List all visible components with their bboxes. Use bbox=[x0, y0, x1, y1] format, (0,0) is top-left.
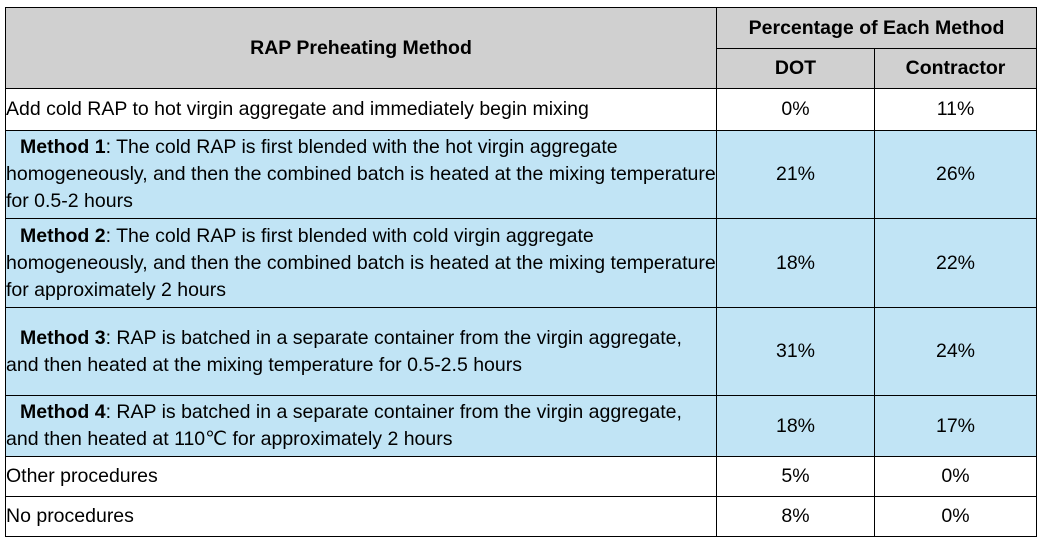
dot-percentage: 0% bbox=[716, 88, 875, 131]
contractor-percentage: 0% bbox=[874, 456, 1037, 497]
method-description: Method 2: The cold RAP is first blended … bbox=[5, 218, 717, 308]
method-column-header: RAP Preheating Method bbox=[5, 7, 717, 89]
contractor-percentage: 26% bbox=[874, 130, 1037, 219]
method-text: : RAP is batched in a separate container… bbox=[6, 326, 682, 376]
dot-percentage: 18% bbox=[716, 395, 875, 457]
table-row: Method 1: The cold RAP is first blended … bbox=[5, 130, 1037, 219]
table-row: Other procedures 5% 0% bbox=[5, 456, 1037, 497]
method-text: : RAP is batched in a separate container… bbox=[6, 401, 682, 450]
percentage-group-header: Percentage of Each Method bbox=[716, 7, 1037, 49]
method-text: : The cold RAP is first blended with the… bbox=[6, 136, 716, 212]
table-row: Method 2: The cold RAP is first blended … bbox=[5, 218, 1037, 308]
method-description: Other procedures bbox=[5, 456, 717, 497]
dot-percentage: 8% bbox=[716, 496, 875, 537]
dot-percentage: 18% bbox=[716, 218, 875, 308]
method-description: Add cold RAP to hot virgin aggregate and… bbox=[5, 88, 717, 131]
contractor-column-header: Contractor bbox=[874, 48, 1037, 89]
contractor-percentage: 22% bbox=[874, 218, 1037, 308]
dot-percentage: 5% bbox=[716, 456, 875, 497]
method-text: : The cold RAP is first blended with col… bbox=[6, 224, 716, 301]
method-description: Method 4: RAP is batched in a separate c… bbox=[5, 395, 717, 457]
method-name: Method 3 bbox=[20, 326, 106, 349]
table-row: Method 4: RAP is batched in a separate c… bbox=[5, 395, 1037, 457]
method-description: Method 3: RAP is batched in a separate c… bbox=[5, 307, 717, 396]
rap-preheating-table: RAP Preheating Method Percentage of Each… bbox=[5, 7, 1037, 537]
contractor-percentage: 0% bbox=[874, 496, 1037, 537]
table-row: Add cold RAP to hot virgin aggregate and… bbox=[5, 88, 1037, 131]
method-description: No procedures bbox=[5, 496, 717, 537]
method-description: Method 1: The cold RAP is first blended … bbox=[5, 130, 717, 219]
dot-percentage: 31% bbox=[716, 307, 875, 396]
table-row: No procedures 8% 0% bbox=[5, 496, 1037, 537]
table-row: Method 3: RAP is batched in a separate c… bbox=[5, 307, 1037, 396]
dot-column-header: DOT bbox=[716, 48, 875, 89]
contractor-percentage: 24% bbox=[874, 307, 1037, 396]
method-name: Method 4 bbox=[20, 401, 106, 423]
dot-percentage: 21% bbox=[716, 130, 875, 219]
method-name: Method 1 bbox=[20, 136, 106, 158]
contractor-percentage: 11% bbox=[874, 88, 1037, 131]
contractor-percentage: 17% bbox=[874, 395, 1037, 457]
method-name: Method 2 bbox=[20, 224, 106, 247]
